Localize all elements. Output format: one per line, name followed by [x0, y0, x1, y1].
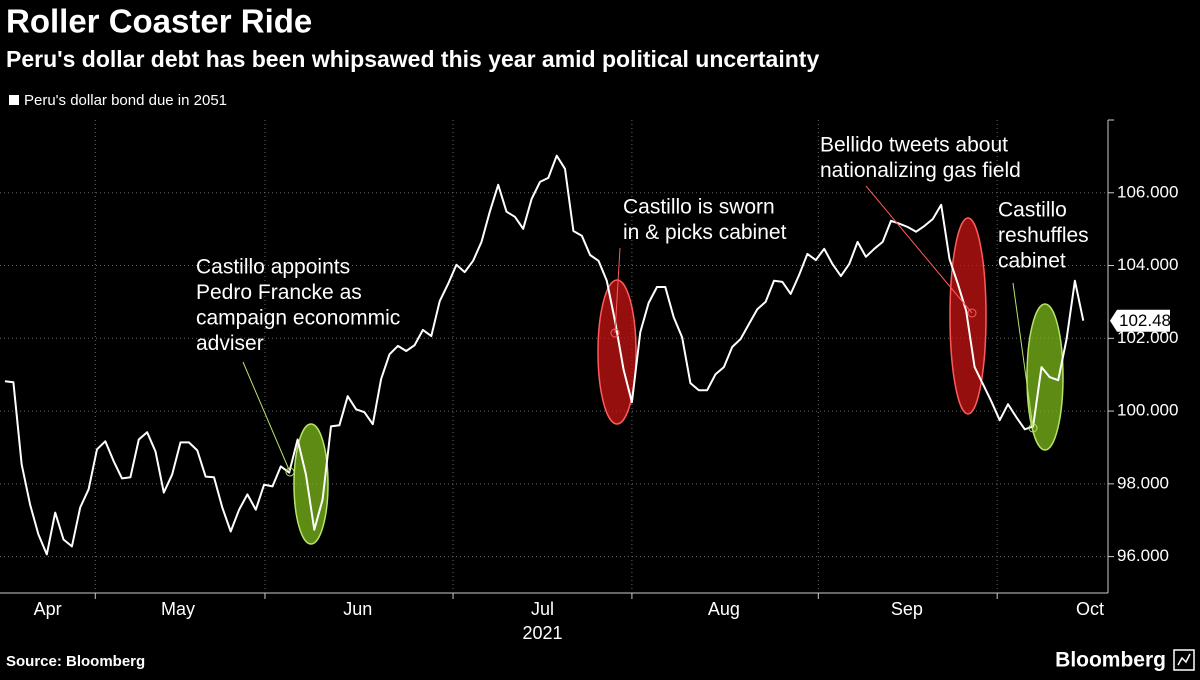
brand-logo: Bloomberg [1055, 649, 1166, 672]
annotation-leader [614, 247, 621, 334]
x-tick-label: Sep [891, 599, 923, 619]
chart-title: Roller Coaster Ride [6, 3, 312, 40]
x-tick-label: Apr [34, 599, 62, 619]
annotation-text: cabinet [998, 250, 1066, 273]
x-tick-label: Jun [343, 599, 372, 619]
highlight-ellipse [597, 279, 637, 425]
annotation-dot [1028, 423, 1038, 433]
y-tick-label: 98.000 [1117, 473, 1169, 492]
source-note: Source: Bloomberg [6, 653, 145, 670]
annotation-text: in & picks cabinet [623, 221, 787, 244]
x-tick-label: Aug [708, 599, 740, 619]
annotation-leader [1012, 282, 1034, 429]
annotation-text: Castillo [998, 199, 1067, 222]
highlight-ellipse [1026, 303, 1064, 451]
annotation-text: Pedro Francke as [196, 281, 362, 304]
y-tick-label: 104.000 [1117, 255, 1178, 274]
annotation-text: reshuffles [998, 224, 1089, 247]
brand-icon [1173, 649, 1195, 671]
annotation-text: Castillo appoints [196, 256, 350, 279]
legend-swatch [9, 95, 19, 105]
data-line [4, 154, 1085, 556]
x-tick-label: May [161, 599, 195, 619]
y-tick-label: 106.000 [1117, 182, 1178, 201]
annotation-dot [610, 328, 620, 338]
annotation-text: adviser [196, 332, 264, 355]
annotation-text: nationalizing gas field [820, 159, 1021, 182]
annotation-text: Bellido tweets about [820, 134, 1008, 157]
annotation-leader [865, 185, 973, 314]
annotation-text: Castillo is sworn [623, 196, 775, 219]
annotation-dot [967, 308, 977, 318]
y-tick-label: 96.000 [1117, 546, 1169, 565]
annotation-dot [285, 467, 295, 477]
y-tick-label: 102.000 [1117, 328, 1178, 347]
annotation-text: campaign econommic [196, 307, 400, 330]
annotation-leader [242, 361, 291, 473]
legend-label: Peru's dollar bond due in 2051 [24, 92, 227, 109]
x-axis-label: 2021 [522, 623, 562, 643]
highlight-ellipse [949, 217, 987, 415]
x-tick-label: Oct [1076, 599, 1104, 619]
last-value-label: 102.484 [1119, 311, 1180, 330]
chart-subtitle: Peru's dollar debt has been whipsawed th… [6, 46, 819, 72]
x-tick-label: Jul [531, 599, 554, 619]
last-value-box [1110, 309, 1170, 332]
y-tick-label: 100.000 [1117, 401, 1178, 420]
